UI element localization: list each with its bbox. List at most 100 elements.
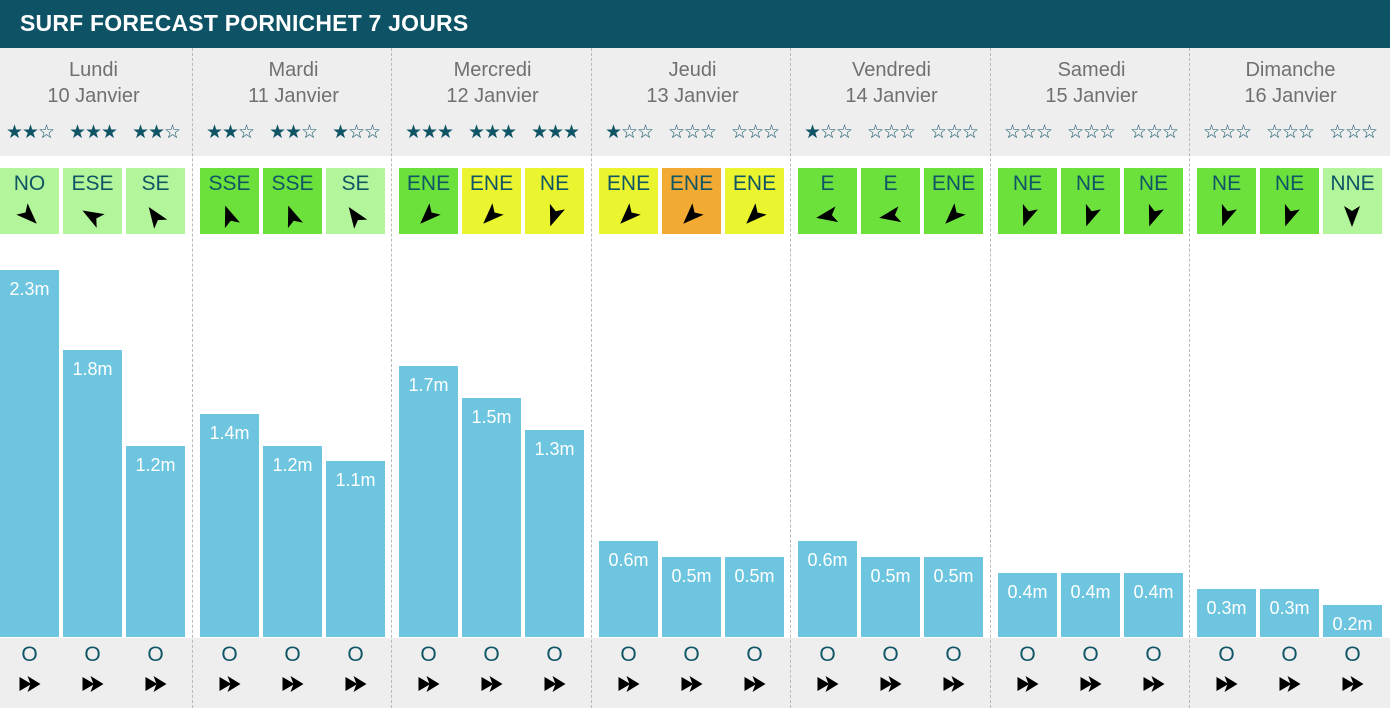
wave-bar: [1124, 573, 1183, 637]
day-name: Mardi: [268, 59, 319, 81]
wind-arrow-icon: [1022, 203, 1038, 227]
swell-arrow-icon: [681, 676, 703, 692]
wind-tile: ENE: [662, 168, 721, 234]
swell-arrow-icon: [1342, 676, 1364, 692]
swell-direction: O: [746, 643, 763, 666]
star-rating: ★★☆: [268, 122, 318, 143]
wave-height-label: 0.3m: [1269, 598, 1310, 618]
wave-height-label: 0.5m: [933, 566, 974, 586]
wind-tile: ESE: [63, 168, 122, 234]
day-date: 15 Janvier: [1045, 85, 1138, 107]
wind-arrow-icon: [816, 206, 839, 223]
star-rating: ☆☆☆: [667, 122, 717, 143]
swell-arrow-icon: [1143, 676, 1165, 692]
wind-direction: E: [883, 172, 898, 195]
swell-direction: O: [21, 643, 38, 666]
wave-height-label: 2.3m: [9, 279, 50, 299]
wave-bar: [126, 446, 185, 637]
star-rating: ☆☆☆: [1265, 122, 1315, 143]
wind-direction: ENE: [469, 172, 514, 195]
wave-height-label: 0.4m: [1070, 582, 1111, 602]
wind-direction: ENE: [406, 172, 451, 195]
star-rating: ☆☆☆: [1003, 122, 1053, 143]
wind-direction: ENE: [606, 172, 651, 195]
wave-bar: [1260, 589, 1319, 637]
wave-height-label: 0.6m: [807, 550, 848, 570]
star-rating: ☆☆☆: [866, 122, 916, 143]
star-rating: ★★☆: [205, 122, 255, 143]
wind-direction: NNE: [1330, 172, 1375, 195]
wind-direction: ESE: [71, 172, 114, 195]
wind-arrow-icon: [224, 205, 240, 229]
wave-bar: [0, 270, 59, 637]
wave-bar: [662, 557, 721, 637]
swell-direction: O: [1344, 643, 1361, 666]
star-rating: ☆☆☆: [1129, 122, 1179, 143]
swell-direction: O: [620, 643, 637, 666]
star-rating: ☆☆☆: [730, 122, 780, 143]
day-name: Lundi: [69, 59, 118, 81]
swell-arrow-icon: [219, 676, 241, 692]
wind-tile: E: [798, 168, 857, 234]
swell-arrow-icon: [744, 676, 766, 692]
star-rating: ★★★: [467, 122, 517, 143]
wind-tile: SSE: [263, 168, 322, 234]
wind-arrow-icon: [348, 206, 368, 229]
wind-arrow-icon: [1221, 203, 1237, 227]
wind-direction: ENE: [931, 172, 976, 195]
day-name: Vendredi: [852, 59, 931, 81]
wave-bar: [998, 573, 1057, 637]
wave-bar: [1197, 589, 1256, 637]
wind-tile: NO: [0, 168, 59, 234]
day-date: 14 Janvier: [845, 85, 938, 107]
star-rating: ★★☆: [5, 122, 55, 143]
swell-direction: O: [1218, 643, 1235, 666]
swell-arrow-icon: [82, 676, 104, 692]
wind-tile: NNE: [1323, 168, 1382, 234]
swell-arrow-icon: [943, 676, 965, 692]
wind-direction: ENE: [732, 172, 777, 195]
wind-direction: SE: [141, 172, 170, 195]
wind-direction: ENE: [669, 172, 714, 195]
swell-arrow-icon: [817, 676, 839, 692]
wind-arrow-icon: [420, 203, 441, 224]
wind-arrow-icon: [1344, 206, 1360, 227]
wave-bar: [462, 398, 521, 637]
swell-arrow-icon: [544, 676, 566, 692]
swell-direction: O: [945, 643, 962, 666]
wind-tile: NE: [1124, 168, 1183, 234]
star-rating: ☆☆☆: [1066, 122, 1116, 143]
wind-tile: NE: [525, 168, 584, 234]
wind-direction: SSE: [271, 172, 314, 195]
wave-height-label: 1.5m: [471, 407, 512, 427]
day-name: Samedi: [1057, 59, 1126, 81]
wave-height-label: 1.8m: [72, 359, 113, 379]
swell-direction: O: [683, 643, 700, 666]
wind-tile: SSE: [200, 168, 259, 234]
star-rating: ☆☆☆: [929, 122, 979, 143]
wind-tile: ENE: [725, 168, 784, 234]
wave-bar: [326, 461, 385, 637]
swell-direction: O: [1145, 643, 1162, 666]
wave-bar: [599, 541, 658, 637]
wave-height-label: 1.1m: [335, 470, 376, 490]
day-date: 13 Janvier: [646, 85, 739, 107]
day-separator: [391, 48, 392, 708]
wind-arrow-icon: [945, 203, 966, 224]
wind-direction: SE: [341, 172, 370, 195]
swell-direction: O: [1019, 643, 1036, 666]
wind-tile: NE: [1260, 168, 1319, 234]
wind-arrow-icon: [483, 203, 504, 224]
wind-tile: ENE: [399, 168, 458, 234]
wave-bar: [1323, 605, 1382, 637]
wave-bar: [1061, 573, 1120, 637]
wave-height-label: 0.6m: [608, 550, 649, 570]
swell-arrow-icon: [418, 676, 440, 692]
wind-tile: ENE: [599, 168, 658, 234]
star-rating: ★☆☆: [331, 122, 381, 143]
swell-direction: O: [347, 643, 364, 666]
wave-height-label: 0.5m: [671, 566, 712, 586]
swell-direction: O: [483, 643, 500, 666]
wave-height-label: 0.4m: [1133, 582, 1174, 602]
wave-height-label: 0.4m: [1007, 582, 1048, 602]
